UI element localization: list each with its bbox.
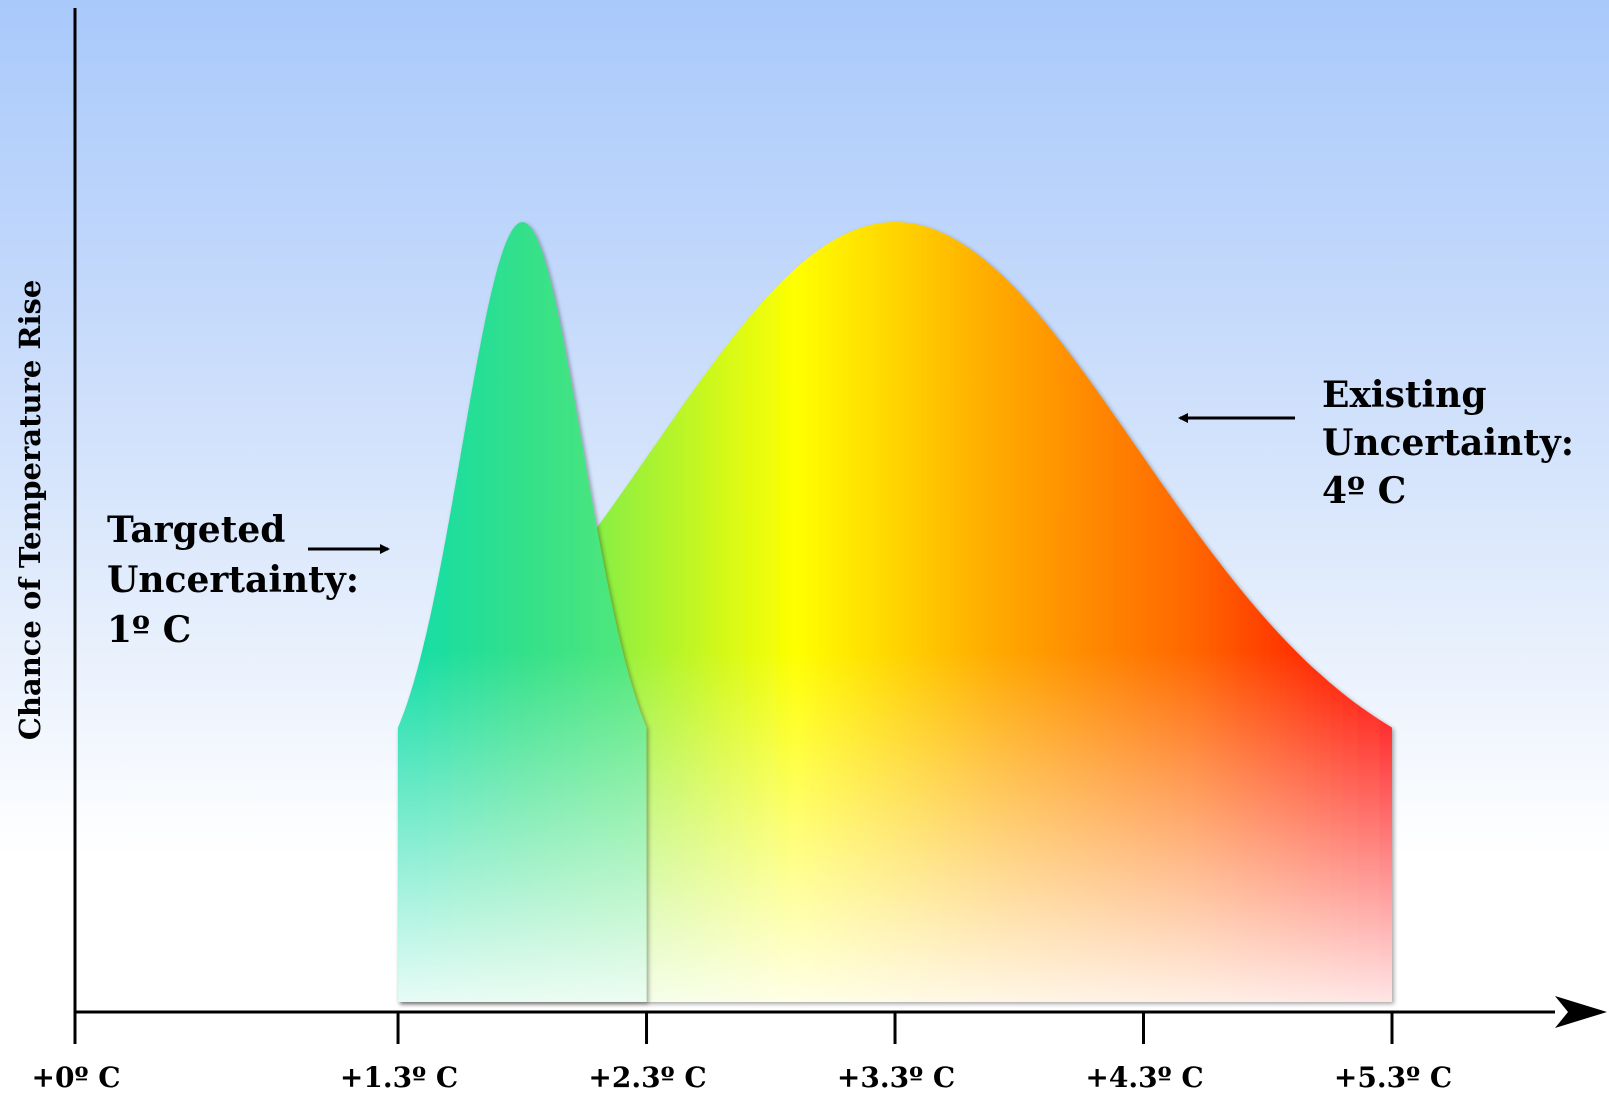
axis-layer: +0º C +1.3º C +2.3º C +3.3º C +4.3º C +5.3º C: [32, 8, 1607, 1094]
tick-marks: [73, 1012, 1394, 1044]
annotation-existing-line-3: 4º C: [1322, 470, 1406, 512]
annotation-targeted-line-3: 1º C: [107, 609, 191, 651]
annotation-existing-line-1: Existing: [1322, 374, 1487, 416]
series-targeted-uncertainty-fade: [398, 222, 647, 1002]
x-tick-label: +4.3º C: [1085, 1061, 1203, 1094]
x-tick-label: +1.3º C: [340, 1061, 458, 1094]
annotation-existing-line-2: Uncertainty:: [1322, 422, 1574, 464]
annotation-existing: Existing Uncertainty: 4º C: [1178, 374, 1574, 512]
x-tick-label: +3.3º C: [837, 1061, 955, 1094]
annotation-targeted: Targeted Uncertainty: 1º C: [107, 509, 390, 651]
y-axis-label: Chance of Temperature Rise: [13, 280, 47, 741]
annotation-targeted-line-1: Targeted: [107, 509, 285, 551]
x-axis-arrowhead-icon: [1555, 996, 1607, 1028]
x-tick-label: +5.3º C: [1334, 1061, 1452, 1094]
x-tick-label: +2.3º C: [588, 1061, 706, 1094]
tick-labels: +0º C +1.3º C +2.3º C +3.3º C +4.3º C +5.3º C: [32, 1061, 1453, 1094]
series-layer: [398, 222, 1392, 1002]
x-tick-label: +0º C: [32, 1061, 121, 1094]
annotation-targeted-line-2: Uncertainty:: [107, 559, 359, 601]
